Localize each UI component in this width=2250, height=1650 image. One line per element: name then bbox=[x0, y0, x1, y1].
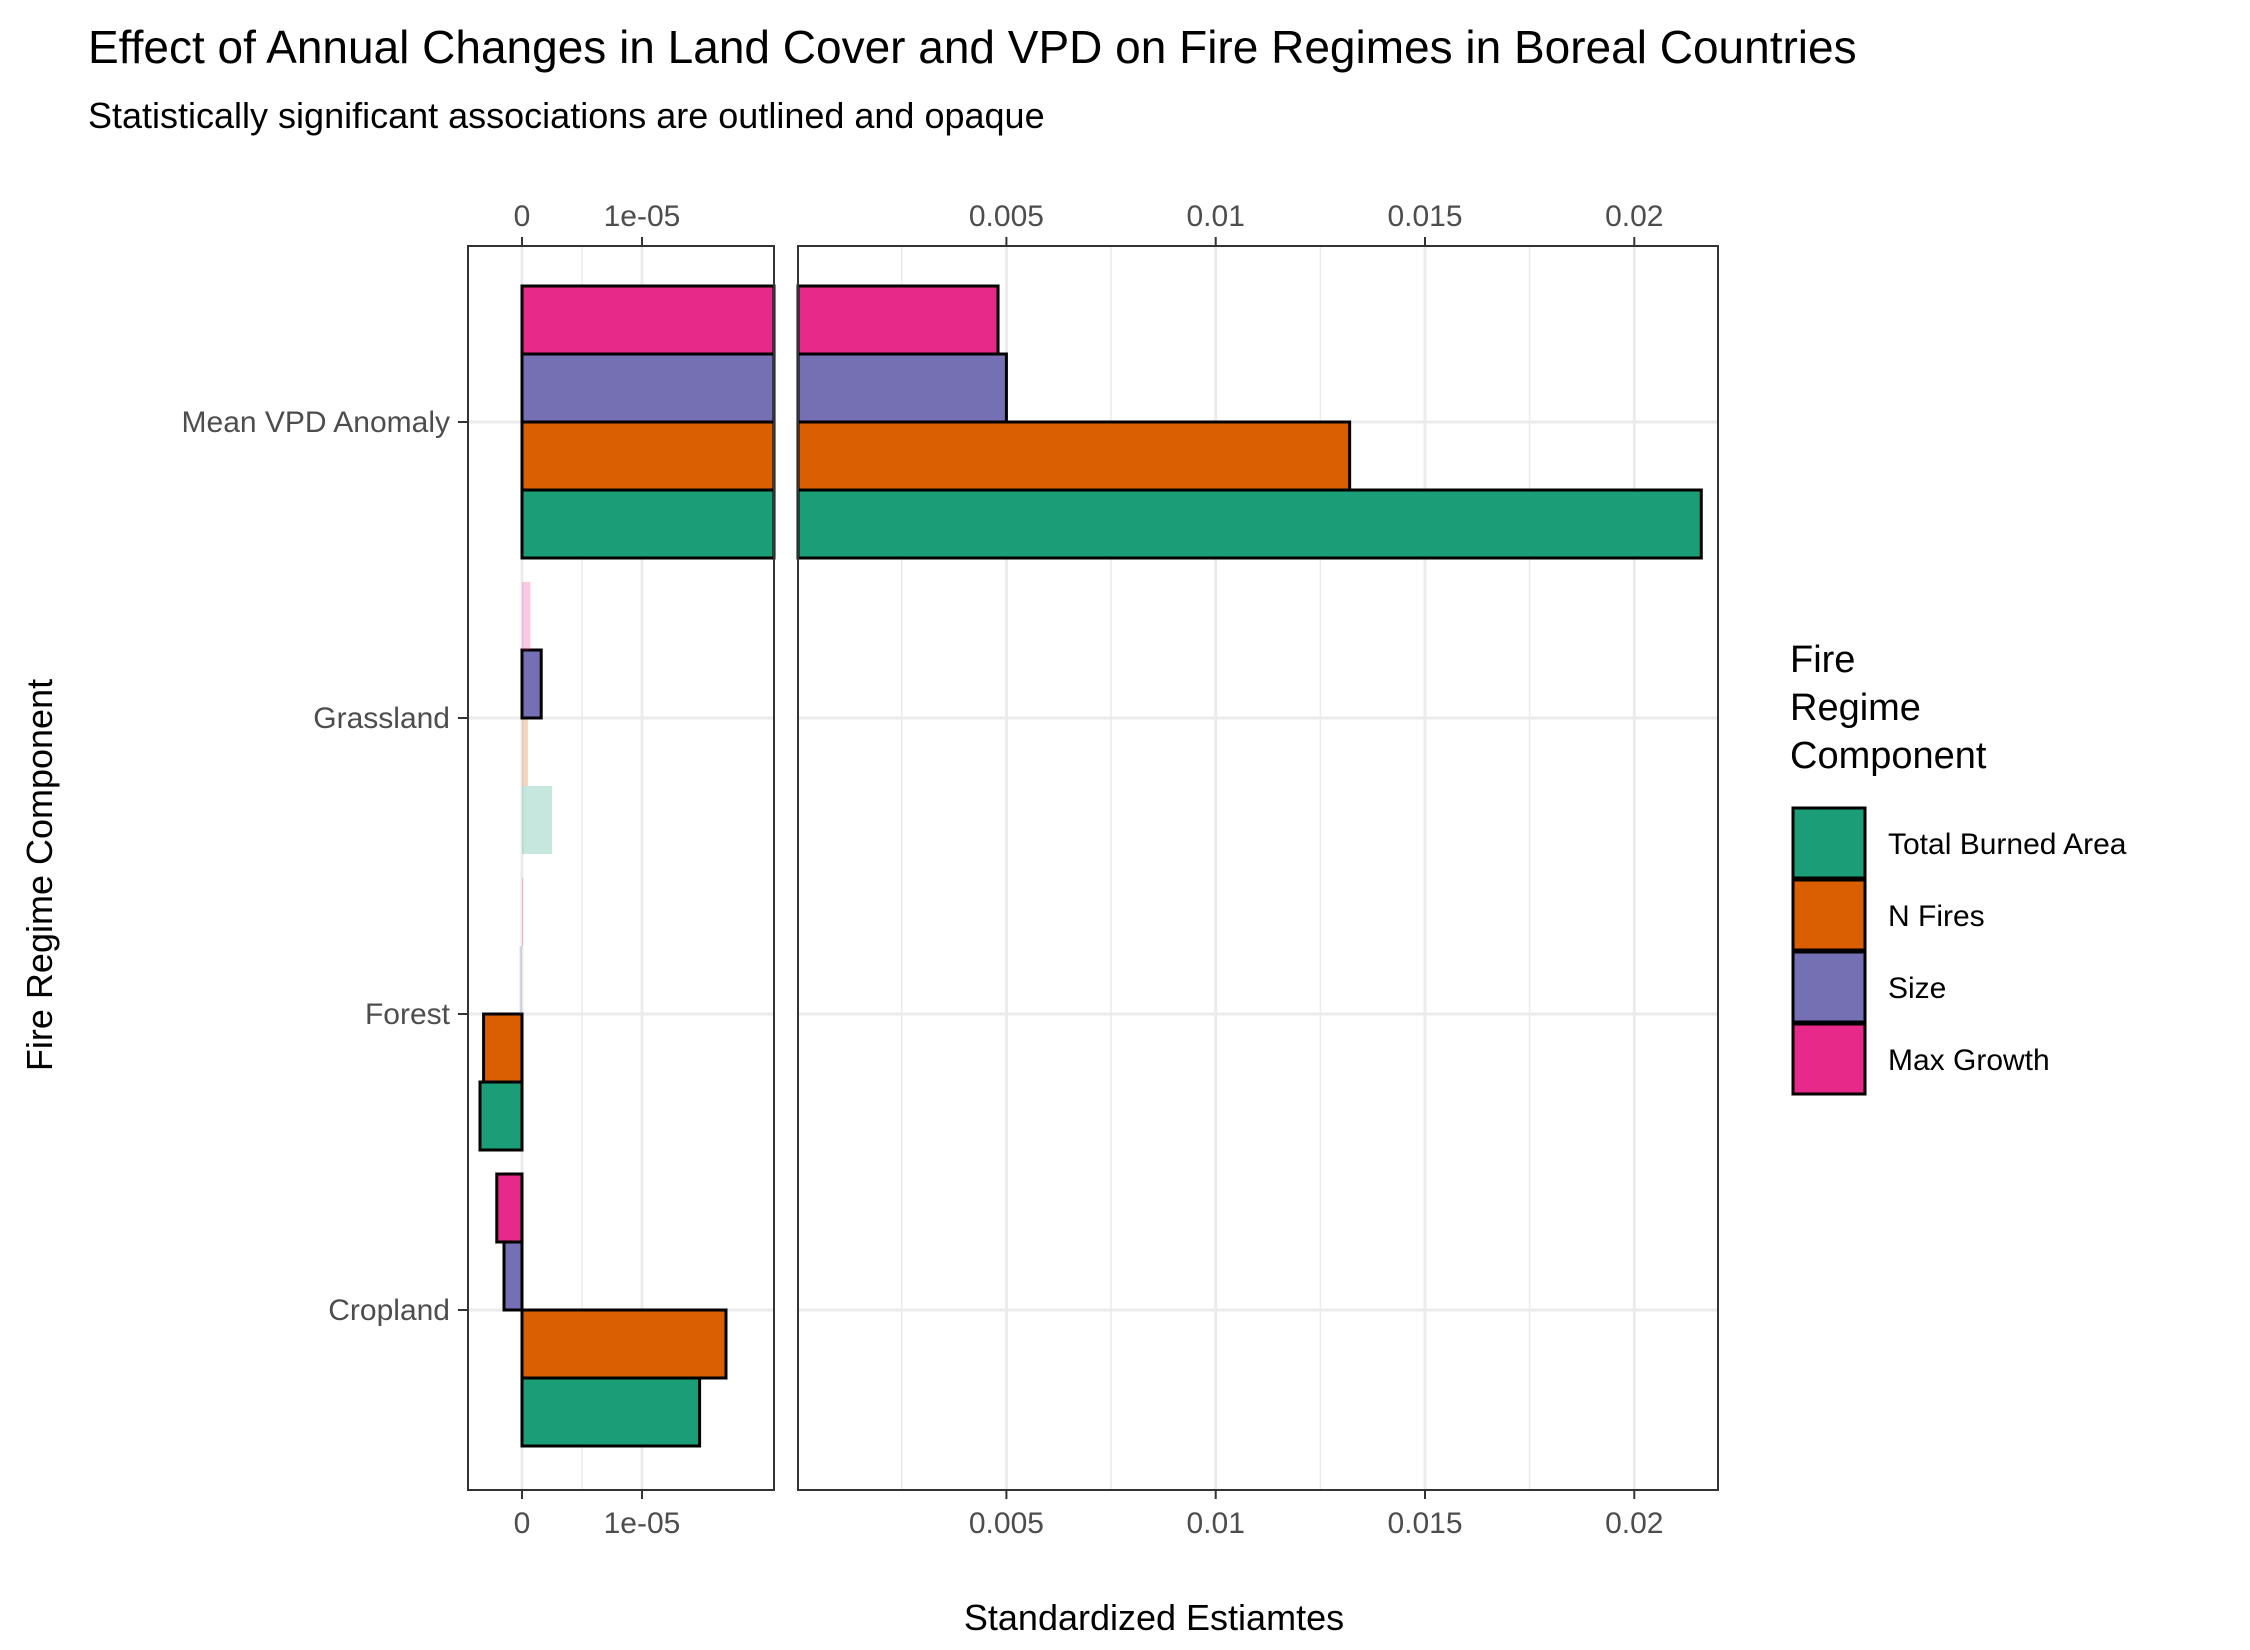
bar-forest-total-burned-area bbox=[478, 1080, 524, 1152]
legend-title-line-1: Fire bbox=[1790, 639, 1855, 681]
y-tick-label-grassland: Grassland bbox=[313, 702, 450, 735]
y-axis-title: Fire Regime Component bbox=[19, 679, 60, 1071]
y-tick-label-mean-vpd-anomaly: Mean VPD Anomaly bbox=[182, 406, 450, 439]
legend-title-line-3: Component bbox=[1790, 735, 1987, 777]
top-tick-label: 0.005 bbox=[969, 200, 1044, 233]
legend: Fire Regime Component Total Burned Area N… bbox=[1790, 639, 2127, 1096]
bar-cropland-size bbox=[502, 1240, 524, 1312]
bar-forest-max-growth bbox=[522, 878, 524, 946]
legend-key-total-burned-area bbox=[1791, 806, 1867, 880]
bar-mean-vpd-anomaly-max-growth bbox=[520, 284, 776, 356]
top-tick-label: 0.01 bbox=[1187, 200, 1245, 233]
y-tick-label-cropland: Cropland bbox=[328, 1294, 450, 1327]
ticks-layer: 0 0 1e-05 1e-05 0.005 0.005 0.01 0.01 0.015 0.015… bbox=[182, 200, 1664, 1540]
bar-grassland-size bbox=[520, 648, 543, 720]
bar-mean-vpd-anomaly-size bbox=[796, 352, 1008, 424]
x-axis-title: Standardized Estiamtes bbox=[964, 1597, 1344, 1638]
bottom-tick-label: 0.005 bbox=[969, 1507, 1044, 1540]
bar-mean-vpd-anomaly-size bbox=[520, 352, 776, 424]
legend-key-max-growth bbox=[1791, 1022, 1867, 1096]
bar-cropland-n-fires bbox=[520, 1308, 728, 1380]
bars-layer bbox=[478, 284, 1703, 1448]
top-tick-label: 0 bbox=[514, 200, 531, 233]
legend-key-size bbox=[1791, 950, 1867, 1024]
bar-mean-vpd-anomaly-n-fires bbox=[796, 420, 1352, 492]
bottom-tick-label: 0.015 bbox=[1387, 1507, 1462, 1540]
bar-mean-vpd-anomaly-total-burned-area bbox=[520, 488, 776, 560]
bar-grassland-n-fires bbox=[522, 718, 528, 786]
legend-label-n-fires: N Fires bbox=[1888, 900, 1985, 933]
bottom-tick-label: 1e-05 bbox=[604, 1507, 681, 1540]
y-tick-label-forest: Forest bbox=[365, 998, 451, 1031]
bottom-tick-label: 0.01 bbox=[1187, 1507, 1245, 1540]
top-tick-label: 0.015 bbox=[1387, 200, 1462, 233]
bar-grassland-total-burned-area bbox=[522, 786, 552, 854]
bar-cropland-total-burned-area bbox=[520, 1376, 702, 1448]
bar-mean-vpd-anomaly-total-burned-area bbox=[796, 488, 1703, 560]
bar-forest-size bbox=[519, 946, 522, 1014]
frame-layer bbox=[467, 245, 1719, 1491]
chart-subtitle: Statistically significant associations a… bbox=[88, 95, 1045, 136]
legend-items: Total Burned Area N Fires Size Max Growth bbox=[1791, 806, 2127, 1096]
legend-label-size: Size bbox=[1888, 972, 1946, 1005]
legend-label-total-burned-area: Total Burned Area bbox=[1888, 828, 2127, 861]
legend-key-n-fires bbox=[1791, 878, 1867, 952]
bottom-tick-label: 0 bbox=[514, 1507, 531, 1540]
bottom-tick-label: 0.02 bbox=[1605, 1507, 1663, 1540]
bar-forest-n-fires bbox=[482, 1012, 524, 1084]
top-tick-label: 1e-05 bbox=[604, 200, 681, 233]
bar-grassland-max-growth bbox=[522, 582, 531, 650]
bar-mean-vpd-anomaly-n-fires bbox=[520, 420, 776, 492]
chart-title: Effect of Annual Changes in Land Cover a… bbox=[88, 21, 1857, 73]
bar-mean-vpd-anomaly-max-growth bbox=[796, 284, 1000, 356]
bar-cropland-max-growth bbox=[495, 1172, 524, 1244]
panel-border-1 bbox=[467, 245, 775, 1491]
legend-label-max-growth: Max Growth bbox=[1888, 1044, 2050, 1077]
panel-border-2 bbox=[797, 245, 1719, 1491]
legend-title-line-2: Regime bbox=[1790, 687, 1921, 729]
top-tick-label: 0.02 bbox=[1605, 200, 1663, 233]
